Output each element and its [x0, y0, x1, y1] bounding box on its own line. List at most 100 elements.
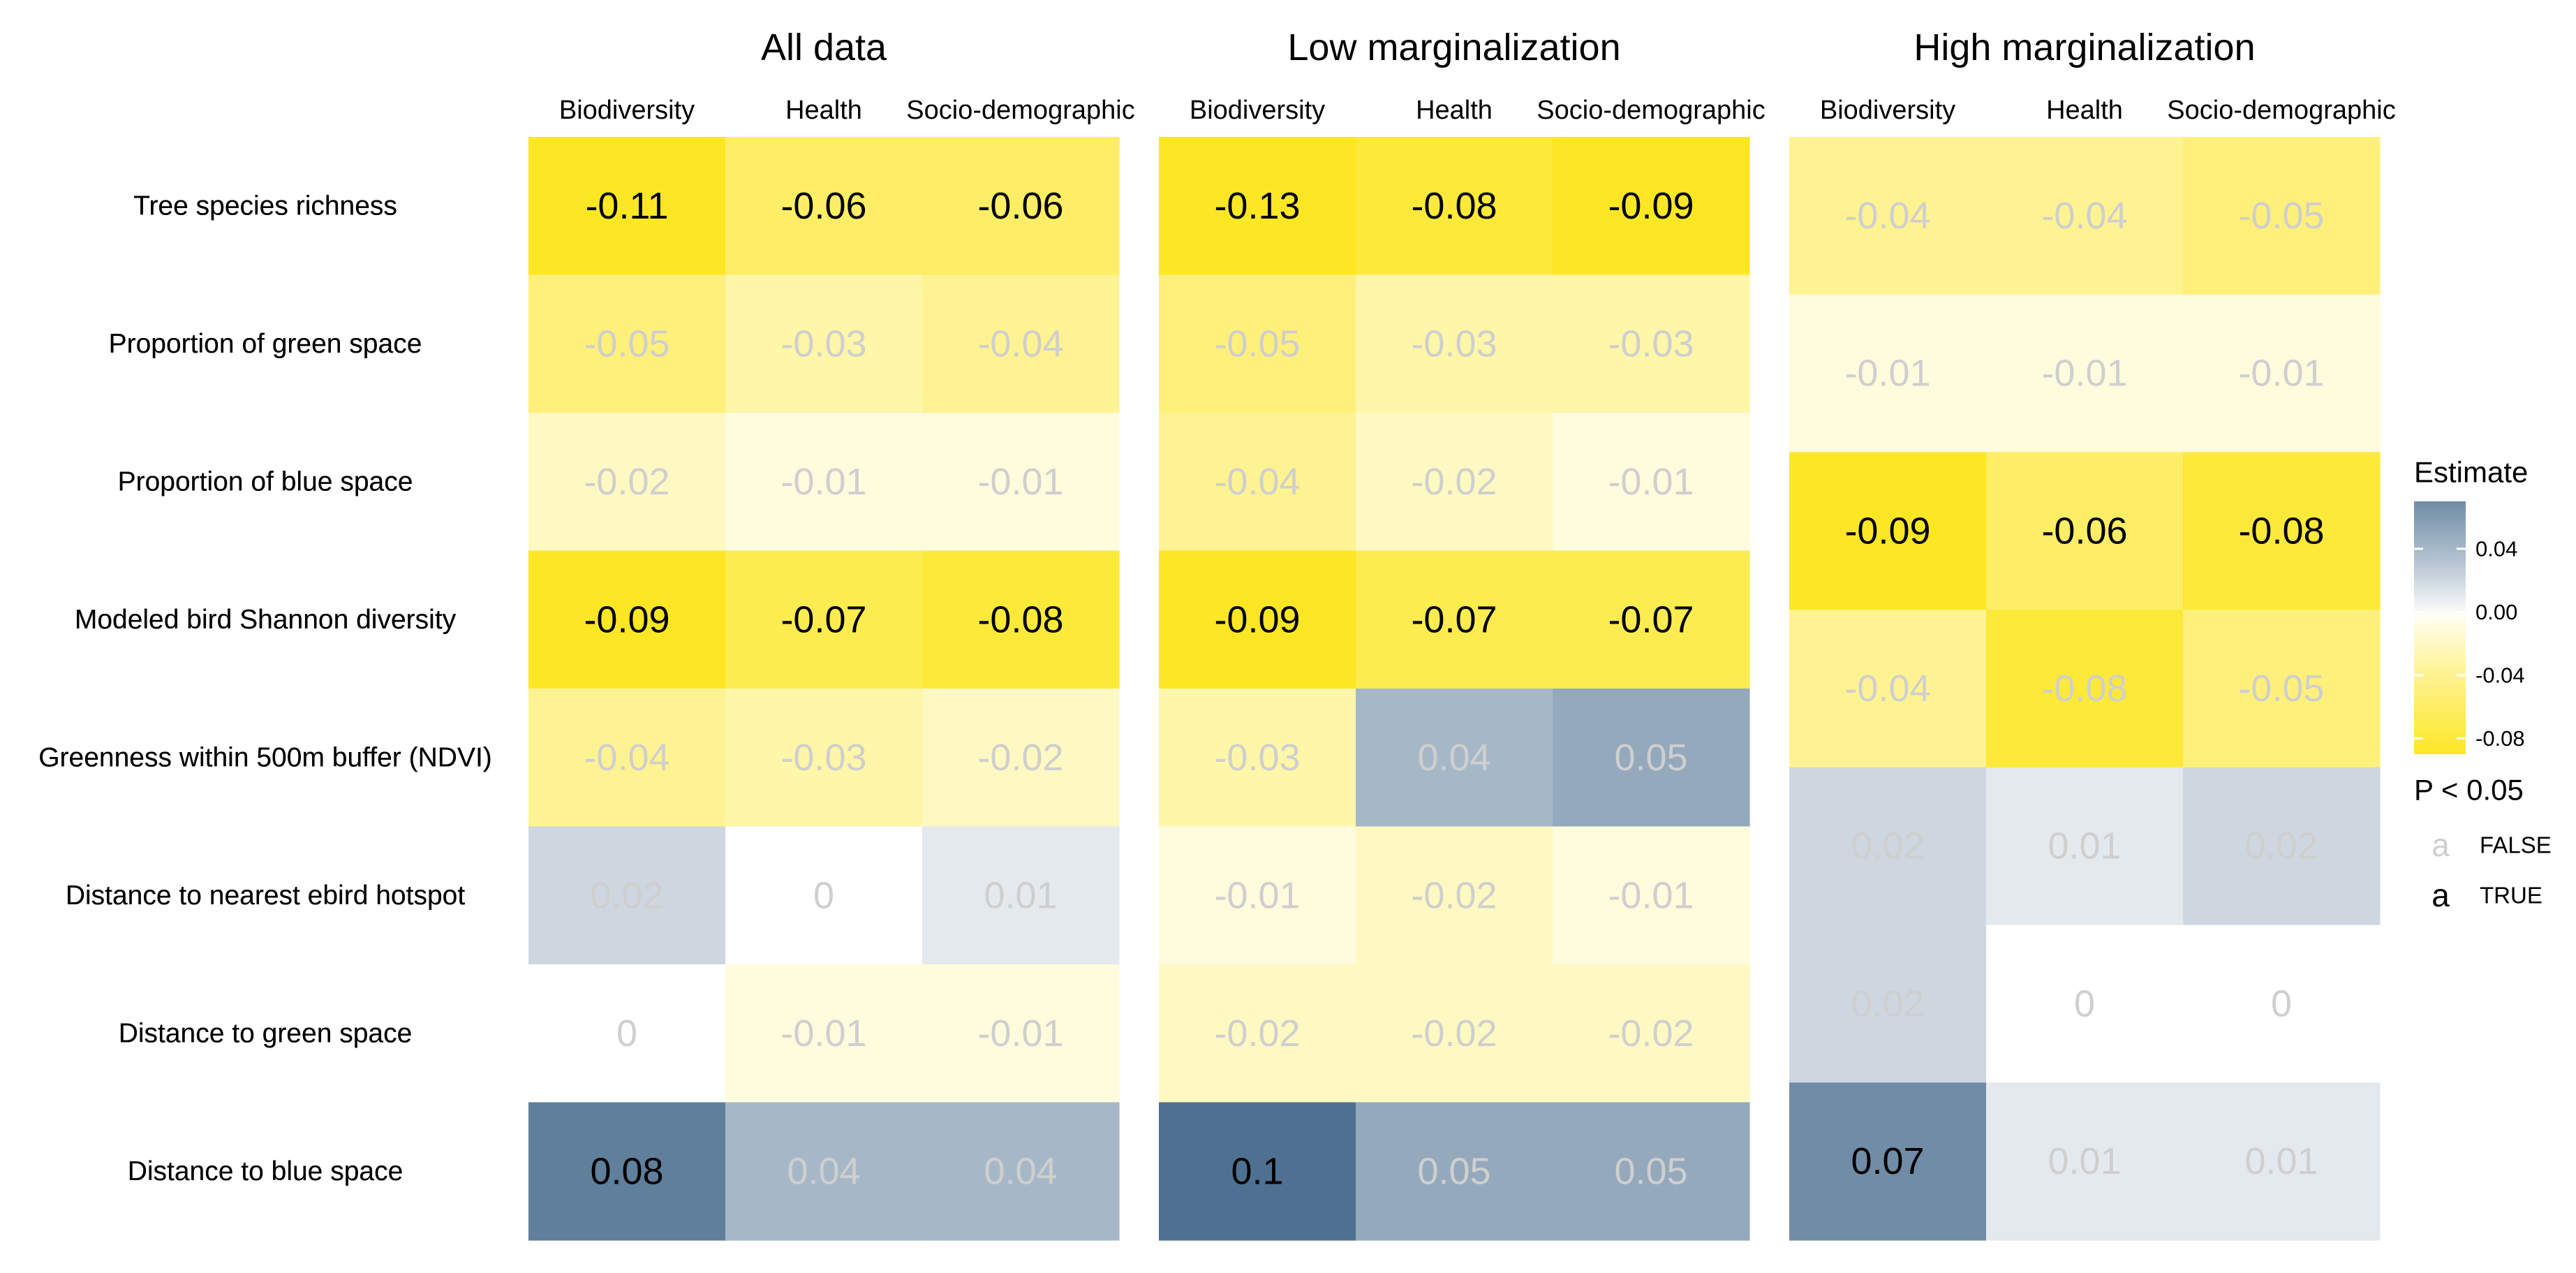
heatmap-cell	[1553, 1102, 1750, 1241]
heatmap-cell	[922, 137, 1120, 276]
heatmap-cell	[528, 413, 726, 552]
cell-value-label: -0.04	[1214, 461, 1300, 503]
row-label: Modeled bird Shannon diversity	[75, 605, 457, 635]
cell-value-label: -0.11	[585, 185, 668, 227]
cell-value-label: -0.01	[2041, 353, 2127, 395]
heatmap-cell	[1356, 137, 1553, 276]
cell-value-label: -0.06	[780, 185, 866, 227]
heatmap-cell	[2183, 1082, 2381, 1241]
heatmap-cell	[1356, 964, 1553, 1103]
heatmap-cell	[725, 1102, 923, 1241]
cell-value-label: -0.06	[2041, 510, 2127, 552]
heatmap-cell	[1159, 689, 1356, 827]
cell-value-label: -0.01	[2238, 353, 2324, 395]
heatmap-cell	[2183, 452, 2381, 610]
heatmap-cell	[1356, 413, 1553, 552]
heatmap-cell	[725, 826, 923, 965]
heatmap-cell	[1789, 294, 1987, 453]
cell-value-label: 0.05	[1614, 1150, 1687, 1192]
cell-value-label: -0.02	[1214, 1013, 1300, 1054]
cell-value-label: -0.08	[2041, 668, 2127, 709]
cell-value-label: 0.05	[1614, 737, 1687, 779]
cell-value-label: -0.03	[1608, 323, 1694, 365]
row-label: Proportion of blue space	[118, 466, 413, 496]
cell-value-label: -0.01	[780, 461, 866, 503]
p-legend-label: FALSE	[2480, 832, 2552, 858]
column-label: Health	[2046, 96, 2123, 125]
p-legend-label: TRUE	[2480, 883, 2542, 908]
cell-value-label: 0.07	[1851, 1140, 1924, 1182]
heatmap-cell	[1986, 137, 2184, 295]
heatmap-cell	[1553, 413, 1750, 552]
p-legend-key: a	[2431, 877, 2450, 913]
cell-value-label: -0.07	[1411, 598, 1497, 640]
column-label: Biodiversity	[1190, 96, 1325, 125]
row-label: Distance to green space	[119, 1018, 413, 1048]
cell-value-label: -0.05	[2238, 668, 2324, 709]
row-label: Proportion of blue space	[118, 466, 413, 496]
panel-title: All data	[761, 27, 887, 68]
cell-value-label: -0.03	[780, 323, 866, 365]
heatmap-cell	[1356, 274, 1553, 413]
cell-value-label: -0.04	[584, 737, 669, 779]
cell-value-label: 0.01	[984, 874, 1057, 916]
heatmap-cell	[1159, 550, 1356, 689]
heatmap-cell	[1159, 1102, 1356, 1241]
heatmap-cell	[1553, 274, 1750, 413]
heatmap-cell	[528, 1102, 726, 1241]
cell-value-label: -0.02	[1411, 1013, 1497, 1054]
heatmap-cell	[2183, 925, 2381, 1083]
cell-value-label: -0.02	[1608, 1013, 1694, 1054]
p-legend-key: a	[2431, 827, 2450, 863]
heatmap-cell	[1356, 550, 1553, 689]
cell-value-label: -0.03	[780, 737, 866, 779]
legend-tick-label: -0.04	[2475, 663, 2525, 687]
heatmap-cell	[1553, 689, 1750, 827]
heatmap-cell	[1986, 1082, 2184, 1241]
cell-value-label: -0.07	[1608, 598, 1694, 640]
cell-value-label: -0.09	[1608, 185, 1694, 227]
row-label: Distance to green space	[119, 1018, 413, 1048]
heatmap-cell	[922, 550, 1120, 689]
cell-value-label: -0.04	[1844, 195, 1930, 237]
cell-value-label: -0.02	[977, 737, 1063, 779]
row-label: Greenness within 500m buffer (NDVI)	[38, 742, 492, 772]
legend-tick-label: -0.08	[2475, 726, 2525, 751]
cell-value-label: 0.02	[2244, 825, 2318, 867]
cell-value-label: 0.01	[2048, 825, 2121, 867]
cell-value-label: -0.13	[1214, 185, 1300, 227]
heatmap-cell	[2183, 137, 2381, 295]
cell-value-label: -0.02	[584, 461, 669, 503]
cell-value-label: -0.04	[977, 323, 1063, 365]
row-label: Modeled bird Shannon diversity	[75, 605, 457, 635]
heatmap-cell	[1356, 689, 1553, 827]
panel-title: High marginalization	[1914, 27, 2255, 68]
cell-value-label: -0.02	[1411, 461, 1497, 503]
heatmap-cell	[2183, 294, 2381, 453]
heatmap-cell	[1789, 452, 1987, 610]
cell-value-label: 0.08	[590, 1150, 663, 1192]
heatmap-cell	[1553, 964, 1750, 1103]
cell-value-label: -0.08	[1411, 185, 1497, 227]
cell-value-label: -0.05	[584, 323, 669, 365]
column-label: Health	[785, 96, 862, 125]
heatmap-cell	[1986, 610, 2184, 768]
cell-value-label: -0.01	[1214, 874, 1300, 916]
legend-color-bar	[2414, 501, 2466, 754]
cell-value-label: -0.06	[977, 185, 1063, 227]
column-label: Socio-demographic	[1537, 96, 1765, 125]
heatmap-cell	[1356, 1102, 1553, 1241]
cell-value-label: 0.04	[984, 1150, 1057, 1192]
heatmap-cell	[1159, 137, 1356, 276]
cell-value-label: 0	[2074, 983, 2095, 1024]
heatmap-cell	[1986, 767, 2184, 926]
cell-value-label: 0.05	[1417, 1150, 1490, 1192]
row-label: Distance to nearest ebird hotspot	[66, 881, 466, 911]
column-label: Biodiversity	[559, 96, 695, 125]
cell-value-label: -0.03	[1214, 737, 1300, 779]
column-label: Health	[1416, 96, 1493, 125]
heatmap-cell	[2183, 767, 2381, 926]
cell-value-label: 0.04	[1417, 737, 1490, 779]
